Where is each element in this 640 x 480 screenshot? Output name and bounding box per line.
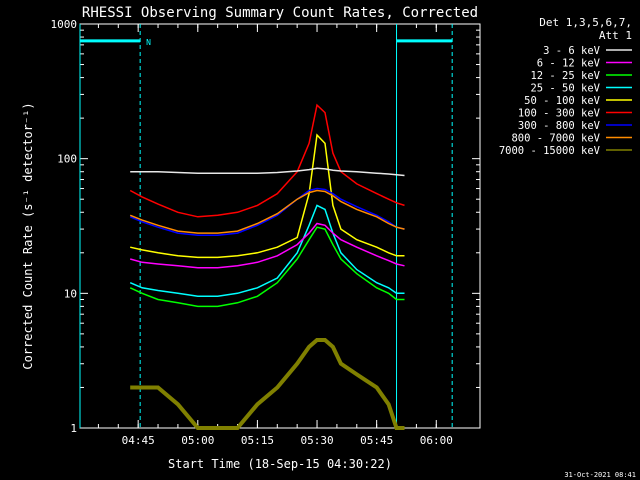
- series-line: [130, 167, 405, 177]
- legend-label: 50 - 100 keV: [524, 95, 601, 107]
- legend-label: 100 - 300 keV: [518, 108, 601, 120]
- legend-label: 800 - 7000 keV: [511, 133, 600, 145]
- x-tick-label: 05:30: [300, 434, 333, 447]
- x-axis-label: Start Time (18-Sep-15 04:30:22): [168, 457, 392, 471]
- legend-label: 6 - 12 keV: [537, 58, 601, 70]
- series-line: [130, 133, 405, 259]
- legend-label: 7000 - 15000 keV: [499, 145, 601, 157]
- series-line: [129, 226, 405, 308]
- legend-label: 300 - 800 keV: [518, 120, 601, 132]
- series-line: [130, 338, 405, 430]
- legend-header: Det 1,3,5,6,7, Att 1: [539, 16, 632, 42]
- legend-header-line-2: Att 1: [599, 29, 632, 42]
- x-tick-label: 05:00: [181, 434, 214, 447]
- y-tick-label: 1000: [51, 18, 78, 31]
- x-tick-label: 05:15: [241, 434, 274, 447]
- x-tick-label: 06:00: [420, 434, 453, 447]
- y-tick-label: 1: [70, 422, 77, 435]
- flag-marker-label: N: [146, 38, 151, 47]
- series-line: [129, 222, 405, 269]
- series-line: [129, 103, 405, 218]
- chart-title: RHESSI Observing Summary Count Rates, Co…: [82, 5, 478, 21]
- y-axis-label: Corrected Count Rate (s⁻¹ detector⁻¹): [21, 102, 35, 369]
- legend-label: 3 - 6 keV: [543, 45, 601, 57]
- legend-label: 12 - 25 keV: [530, 70, 600, 82]
- legend-header-line-1: Det 1,3,5,6,7,: [539, 16, 632, 29]
- legend-label: 25 - 50 keV: [530, 83, 600, 95]
- series-line: [129, 187, 405, 236]
- x-tick-label: 04:45: [122, 434, 155, 447]
- timestamp: 31-Oct-2021 08:41: [564, 471, 636, 479]
- y-tick-label: 100: [57, 153, 77, 166]
- x-tick-label: 05:45: [360, 434, 393, 447]
- plot-area: 1 10 100 1000 04:45 05:00 05:15 05:30 05:45 06:00…: [51, 18, 481, 447]
- series-line: [129, 189, 405, 234]
- y-tick-label: 10: [64, 287, 77, 300]
